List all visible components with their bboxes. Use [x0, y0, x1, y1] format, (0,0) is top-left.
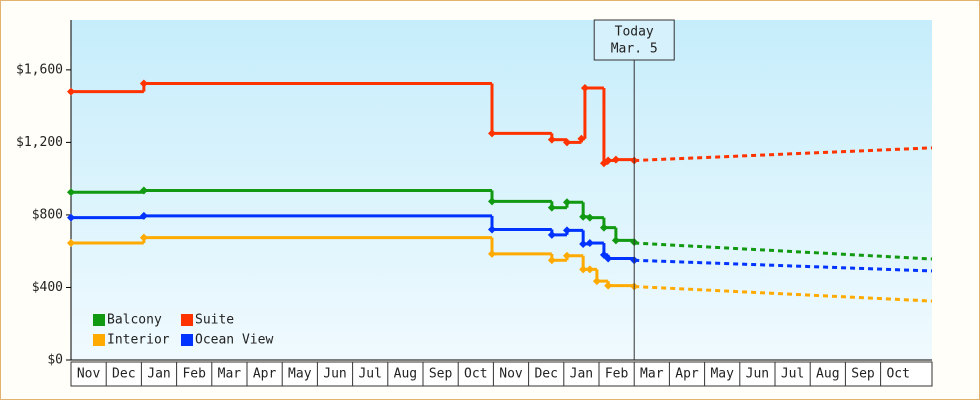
x-tick-label: Oct [464, 367, 487, 382]
legend-swatch [181, 314, 193, 326]
x-tick-label: Jun [323, 367, 346, 382]
marker [579, 239, 588, 248]
marker [67, 239, 75, 248]
marker [67, 213, 75, 222]
x-tick-label: Jun [746, 367, 769, 382]
marker [562, 198, 571, 207]
x-tick-label: Mar [640, 367, 664, 382]
marker [487, 129, 496, 138]
marker [604, 281, 613, 290]
y-tick-label: $400 [32, 280, 63, 295]
x-tick-label: Jan [147, 367, 170, 382]
x-tick-label: Aug [394, 367, 417, 382]
x-tick-label: Jul [781, 367, 804, 382]
today-label: Today [615, 25, 654, 40]
marker [579, 265, 588, 274]
marker [604, 254, 613, 263]
marker [547, 203, 556, 212]
today-box [593, 19, 675, 61]
marker [599, 223, 608, 232]
marker [562, 251, 571, 260]
legend-label: Interior [107, 333, 170, 348]
marker [139, 233, 148, 242]
legend-swatch [181, 334, 193, 346]
marker [611, 155, 620, 164]
x-tick-label: May [710, 367, 734, 382]
x-tick-label: Nov [77, 367, 101, 382]
legend-label: Ocean View [195, 333, 273, 348]
marker [487, 225, 496, 234]
x-tick-label: Nov [499, 367, 523, 382]
x-tick-label: Oct [886, 367, 909, 382]
x-tick-label: Sep [851, 367, 875, 382]
marker [562, 226, 571, 235]
marker [580, 84, 589, 92]
today-label: Mar. 5 [611, 42, 658, 57]
x-tick-label: Dec [112, 367, 135, 382]
forecast-line [634, 241, 933, 261]
legend-swatch [93, 314, 105, 326]
forecast-line [634, 285, 933, 303]
marker [577, 134, 586, 143]
x-tick-label: Apr [675, 367, 699, 382]
legend-label: Suite [195, 313, 234, 328]
marker [67, 87, 75, 96]
marker [487, 249, 496, 258]
forecast-line [634, 258, 933, 273]
marker [547, 230, 556, 239]
marker [547, 256, 556, 265]
y-tick-label: $800 [32, 207, 63, 222]
y-tick-label: $1,600 [16, 62, 63, 77]
forecast-line [634, 146, 933, 163]
x-tick-label: Apr [253, 367, 277, 382]
x-tick-label: Mar [218, 367, 242, 382]
marker [592, 277, 601, 286]
marker [487, 197, 496, 206]
x-tick-label: Dec [534, 367, 557, 382]
marker [585, 213, 594, 222]
x-tick-label: Aug [816, 367, 839, 382]
x-tick-label: Sep [429, 367, 453, 382]
marker [604, 156, 613, 165]
marker [579, 212, 588, 221]
x-tick-label: Feb [182, 367, 206, 382]
marker [585, 265, 594, 274]
x-tick-label: Jan [570, 367, 593, 382]
marker [139, 211, 148, 220]
legend-swatch [93, 334, 105, 346]
marker [562, 138, 571, 147]
marker [67, 188, 75, 197]
legend-label: Balcony [107, 313, 162, 328]
x-tick-label: Jul [358, 367, 381, 382]
marker [611, 236, 620, 245]
x-tick-label: Feb [605, 367, 629, 382]
marker [585, 239, 594, 248]
marker [139, 79, 148, 88]
marker [139, 186, 148, 195]
x-tick-label: May [288, 367, 312, 382]
y-tick-label: $0 [47, 353, 63, 368]
marker [547, 135, 556, 144]
y-tick-label: $1,200 [16, 135, 63, 150]
